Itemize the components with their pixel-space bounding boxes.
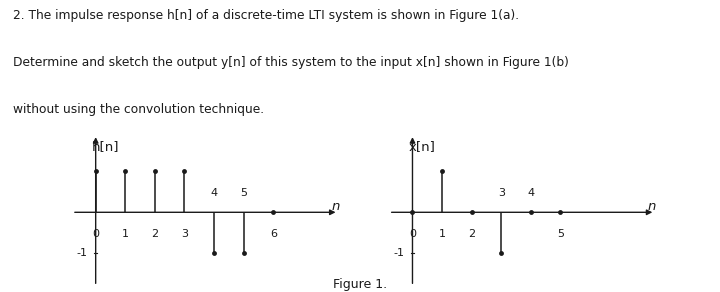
Text: 2. The impulse response h[n] of a discrete-time LTI system is shown in Figure 1(: 2. The impulse response h[n] of a discre… (13, 9, 519, 22)
Text: n: n (648, 200, 657, 213)
Text: without using the convolution technique.: without using the convolution technique. (13, 103, 264, 116)
Text: Determine and sketch the output y[n] of this system to the input x[n] shown in F: Determine and sketch the output y[n] of … (13, 56, 569, 69)
Text: n: n (331, 200, 340, 213)
Text: 0: 0 (92, 229, 99, 239)
Text: 6: 6 (270, 229, 276, 239)
Text: -1: -1 (76, 248, 87, 258)
Text: 1: 1 (122, 229, 129, 239)
Text: Figure 1.: Figure 1. (333, 277, 387, 291)
Text: -1: -1 (393, 248, 404, 258)
Text: 2: 2 (468, 229, 475, 239)
Text: 4: 4 (210, 188, 217, 198)
Text: x[n]: x[n] (409, 140, 436, 153)
Text: 1: 1 (438, 229, 446, 239)
Text: 0: 0 (409, 229, 416, 239)
Text: 3: 3 (181, 229, 188, 239)
Text: 4: 4 (527, 188, 534, 198)
Text: h[n]: h[n] (92, 140, 120, 153)
Text: 3: 3 (498, 188, 505, 198)
Text: 5: 5 (557, 229, 564, 239)
Text: 2: 2 (151, 229, 158, 239)
Text: 5: 5 (240, 188, 247, 198)
